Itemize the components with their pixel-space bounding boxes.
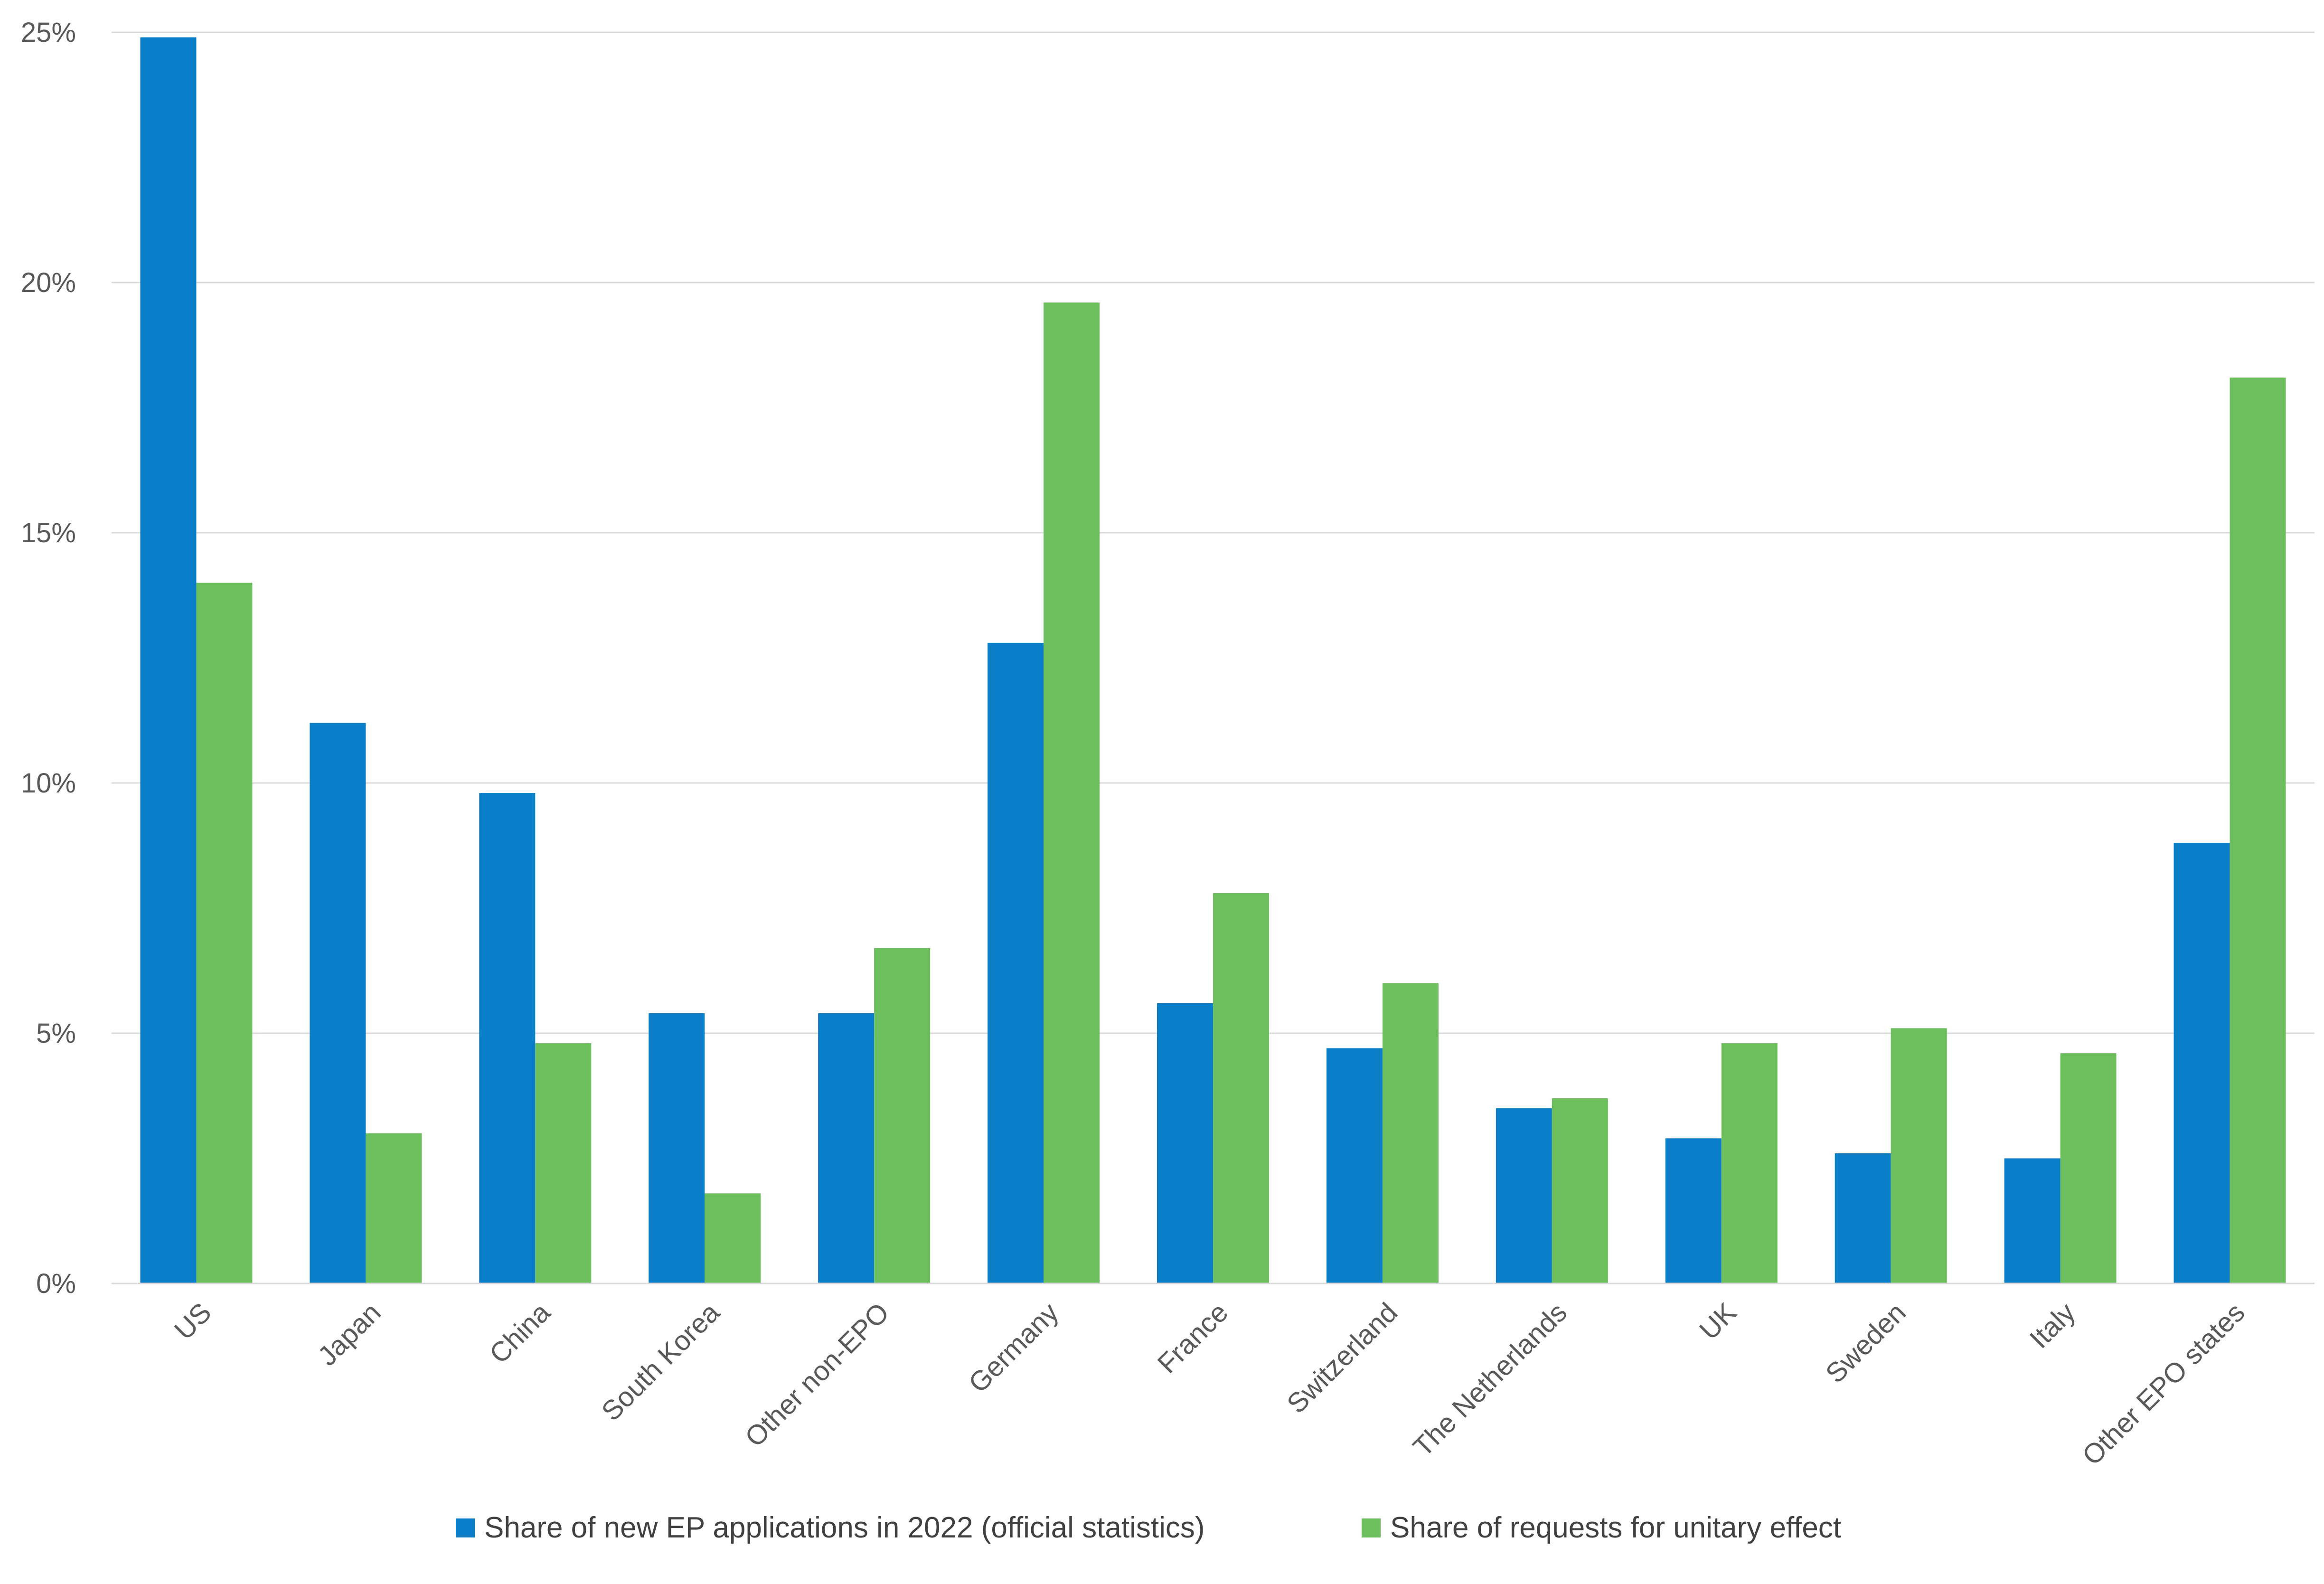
bar-series-2-uk (1721, 1043, 1778, 1283)
bar-series-1-sweden (1835, 1153, 1891, 1283)
bar-series-1-germany (988, 642, 1044, 1283)
x-tick-label: Sweden (1820, 1297, 1912, 1389)
bars (140, 37, 2286, 1284)
y-tick-label: 10% (21, 768, 76, 799)
legend: Share of new EP applications in 2022 (of… (456, 1511, 1841, 1544)
bar-series-1-south-korea (649, 1013, 705, 1283)
bar-series-2-the-netherlands (1552, 1098, 1608, 1283)
y-tick-label: 20% (21, 267, 76, 298)
bar-series-2-south-korea (705, 1193, 761, 1283)
bar-series-1-uk (1665, 1138, 1722, 1283)
bar-series-2-other-non-epo (874, 948, 931, 1283)
x-tick-label: South Korea (595, 1297, 725, 1427)
bar-series-2-other-epo-states (2230, 377, 2286, 1283)
x-tick-label: The Netherlands (1407, 1297, 1573, 1462)
bar-series-1-us (140, 37, 197, 1283)
bar-series-1-other-non-epo (818, 1013, 875, 1283)
x-tick-label: France (1152, 1297, 1234, 1379)
x-tick-label: Other non-EPO (739, 1297, 895, 1453)
bar-series-1-switzerland (1326, 1048, 1383, 1283)
bar-series-2-germany (1044, 302, 1100, 1284)
y-axis-ticks: 0% 5% 10% 15% 20% 25% (21, 17, 76, 1299)
y-tick-label: 25% (21, 17, 76, 48)
x-tick-label: Germany (963, 1297, 1065, 1399)
bar-series-1-italy (2004, 1158, 2061, 1283)
bar-series-1-other-epo-states (2173, 843, 2230, 1283)
bar-series-2-japan (366, 1133, 422, 1283)
bar-series-2-sweden (1891, 1028, 1947, 1283)
legend-label-series-1: Share of new EP applications in 2022 (of… (484, 1511, 1205, 1544)
x-tick-label: Switzerland (1281, 1297, 1403, 1419)
bar-series-1-france (1157, 1003, 1213, 1283)
bar-series-2-us (196, 583, 253, 1283)
gridlines (112, 31, 2315, 1034)
x-axis-labels: US Japan China South Korea Other non-EPO Germ… (169, 1297, 2251, 1471)
bar-series-2-italy (2060, 1053, 2117, 1283)
y-tick-label: 5% (36, 1018, 76, 1049)
y-tick-label: 15% (21, 518, 76, 548)
y-tick-label: 0% (36, 1268, 76, 1299)
bar-series-2-france (1213, 893, 1269, 1283)
bar-series-1-japan (310, 723, 366, 1283)
legend-label-series-2: Share of requests for unitary effect (1390, 1511, 1841, 1544)
legend-swatch-series-2 (1362, 1518, 1381, 1537)
x-tick-label: Japan (312, 1297, 387, 1372)
x-tick-label: US (169, 1297, 217, 1346)
x-tick-label: UK (1694, 1297, 1742, 1346)
bar-series-1-the-netherlands (1496, 1108, 1552, 1283)
bar-series-2-switzerland (1382, 983, 1439, 1283)
x-tick-label: Other EPO states (2076, 1297, 2250, 1471)
x-tick-label: China (483, 1297, 556, 1370)
bar-series-1-china (479, 793, 536, 1283)
x-tick-label: Italy (2024, 1297, 2081, 1354)
bar-series-2-china (535, 1043, 592, 1283)
legend-swatch-series-1 (456, 1518, 475, 1537)
